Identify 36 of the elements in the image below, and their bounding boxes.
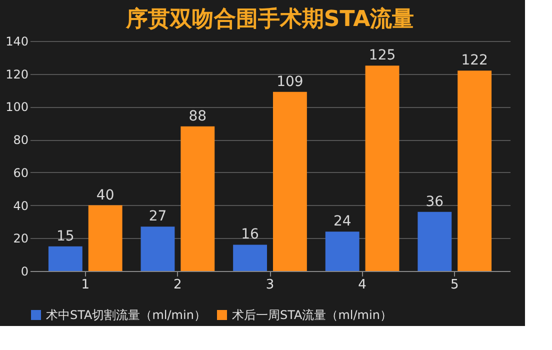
legend-label: 术中STA切割流量（ml/min） xyxy=(46,308,206,322)
data-label: 109 xyxy=(276,74,304,90)
data-label: 24 xyxy=(333,214,352,230)
x-tick-label: 4 xyxy=(358,278,366,292)
y-tick-label: 60 xyxy=(13,166,28,180)
y-tick-label: 40 xyxy=(13,198,28,213)
y-tick-label: 120 xyxy=(6,67,28,82)
data-label: 122 xyxy=(461,52,488,69)
bar xyxy=(272,92,307,271)
bar xyxy=(233,244,268,271)
bar xyxy=(180,126,215,271)
x-tick-label: 1 xyxy=(81,278,90,292)
bar xyxy=(458,70,492,271)
bar xyxy=(325,232,360,271)
bar xyxy=(418,212,452,271)
bar xyxy=(48,246,82,271)
data-label: 16 xyxy=(241,226,260,243)
y-tick-label: 100 xyxy=(6,100,28,114)
bar xyxy=(365,66,400,271)
x-tick-label: 2 xyxy=(174,278,182,292)
x-tick-label: 3 xyxy=(266,278,274,292)
data-label: 40 xyxy=(96,187,114,204)
y-tick-label: 80 xyxy=(13,133,28,148)
data-label: 125 xyxy=(368,48,396,64)
bar xyxy=(140,226,175,271)
bar xyxy=(88,205,122,271)
y-tick-label: 0 xyxy=(20,264,28,278)
y-tick-label: 20 xyxy=(13,232,28,246)
chart-title: 序贯双吻合围手术期STA流量 xyxy=(124,6,414,32)
legend-label: 术后一周STA流量（ml/min） xyxy=(232,308,392,322)
x-tick-label: 5 xyxy=(450,278,459,292)
data-label: 88 xyxy=(188,108,207,124)
data-label: 15 xyxy=(56,228,74,244)
data-label: 27 xyxy=(148,208,167,225)
y-tick-label: 140 xyxy=(6,34,28,48)
data-label: 36 xyxy=(426,194,444,210)
